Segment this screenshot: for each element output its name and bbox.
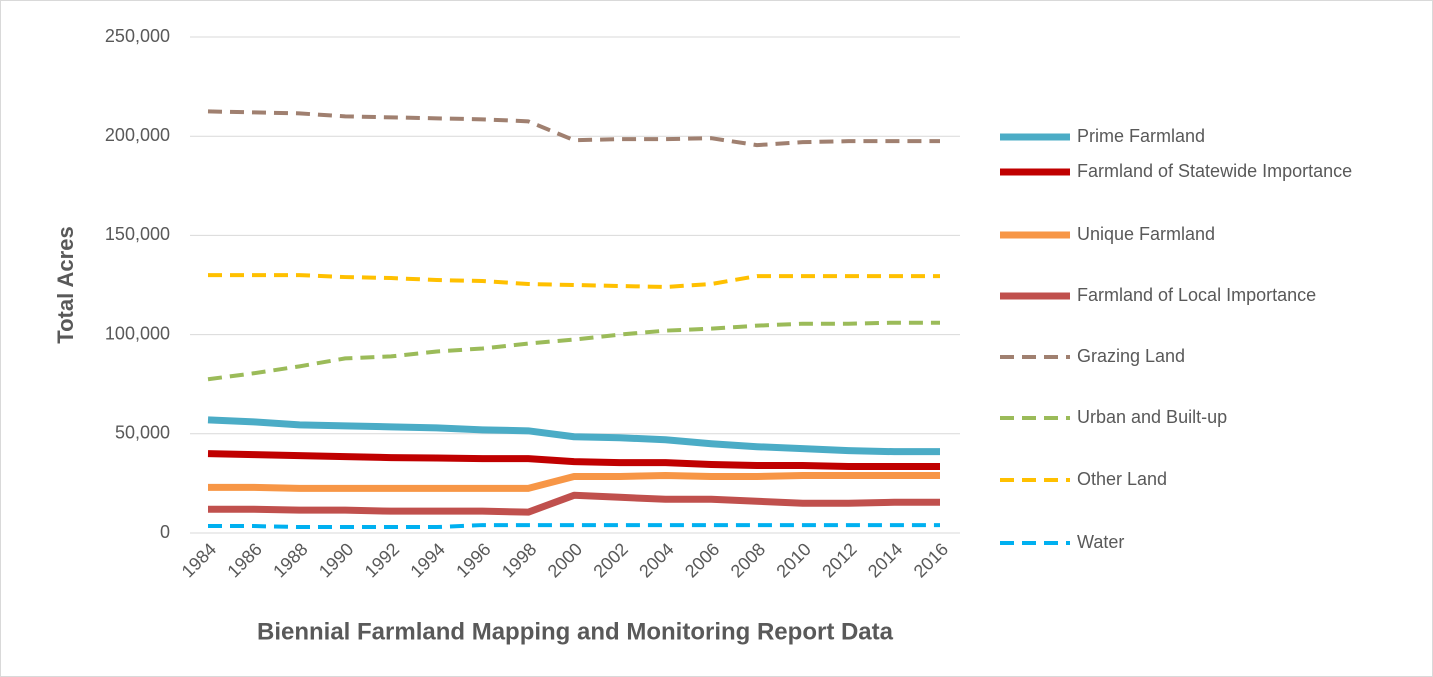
series-line (208, 273, 940, 289)
y-tick-label: 150,000 (105, 224, 170, 244)
legend-label: Water (1077, 532, 1124, 552)
y-tick-label: 0 (160, 522, 170, 542)
legend-label: Farmland of Local Importance (1077, 285, 1316, 305)
series-line (208, 491, 940, 516)
y-tick-label: 250,000 (105, 26, 170, 46)
series-line (207, 109, 940, 148)
legend-label: Grazing Land (1077, 346, 1185, 366)
y-axis-title: Total Acres (53, 226, 78, 343)
y-tick-label: 50,000 (115, 423, 170, 443)
legend-label: Other Land (1077, 469, 1167, 489)
x-axis-title: Biennial Farmland Mapping and Monitoring… (257, 618, 894, 645)
legend-label: Prime Farmland (1077, 126, 1205, 146)
y-tick-label: 100,000 (105, 323, 170, 343)
series-line (207, 416, 940, 456)
series-line (208, 471, 940, 492)
legend-label: Urban and Built-up (1077, 407, 1227, 427)
series-line (207, 320, 940, 382)
y-tick-label: 200,000 (105, 125, 170, 145)
legend-label: Farmland of Statewide Importance (1077, 161, 1352, 181)
series-line (208, 523, 940, 530)
series-line (207, 450, 940, 471)
legend-label: Unique Farmland (1077, 224, 1215, 244)
